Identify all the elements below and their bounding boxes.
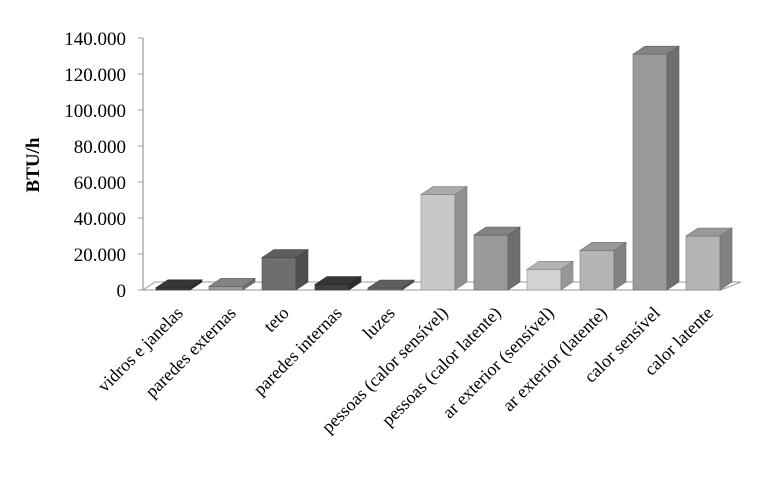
category-label: teto — [260, 303, 293, 336]
bar-top — [367, 279, 415, 289]
bar-front — [526, 268, 562, 291]
y-tick-label: 80.000 — [74, 137, 126, 158]
y-tick-label: 140.000 — [64, 29, 126, 50]
bar — [685, 227, 733, 291]
bar-top — [579, 242, 627, 251]
bar — [155, 279, 203, 291]
bar — [208, 277, 256, 291]
bar-top — [632, 45, 680, 55]
bar-top — [420, 186, 468, 195]
bar — [261, 249, 309, 291]
bar-front — [473, 234, 509, 291]
bar-side — [719, 227, 733, 291]
bar-top — [314, 276, 362, 285]
bar — [526, 260, 574, 291]
y-axis: 0 20.000 40.000 60.000 80.000 100.000 120.000 1… — [64, 29, 144, 302]
bar-front — [632, 53, 668, 291]
bar-top — [155, 279, 203, 289]
bar-side — [507, 226, 521, 291]
bar-front — [208, 286, 244, 291]
bar-top — [473, 226, 521, 236]
bar — [473, 226, 521, 291]
bars — [155, 45, 733, 291]
bar-side — [666, 45, 680, 291]
y-tick-label: 120.000 — [64, 65, 126, 86]
bar-top — [685, 227, 733, 237]
bar — [632, 45, 680, 291]
bar-front — [420, 194, 456, 291]
bar-side — [454, 186, 468, 291]
category-label: paredes externas — [141, 303, 240, 402]
y-tick-label: 100.000 — [64, 101, 126, 122]
bar — [579, 241, 627, 291]
bar-front — [579, 250, 615, 291]
y-tick-label: 0 — [117, 281, 127, 302]
bar-top — [261, 249, 309, 258]
bar — [420, 186, 468, 291]
bar-front — [314, 284, 350, 291]
bar — [367, 279, 415, 291]
y-tick-label: 40.000 — [74, 209, 126, 230]
y-tick-label: 20.000 — [74, 245, 126, 266]
bar — [314, 276, 362, 291]
bar-front — [155, 287, 191, 291]
category-label: luzes — [359, 303, 399, 343]
bar-top — [208, 278, 256, 287]
bar-front — [261, 257, 297, 291]
y-axis-label: BTU/h — [23, 137, 44, 192]
bar-top — [526, 260, 574, 270]
bar-front — [685, 235, 721, 291]
y-tick-label: 60.000 — [74, 173, 126, 194]
